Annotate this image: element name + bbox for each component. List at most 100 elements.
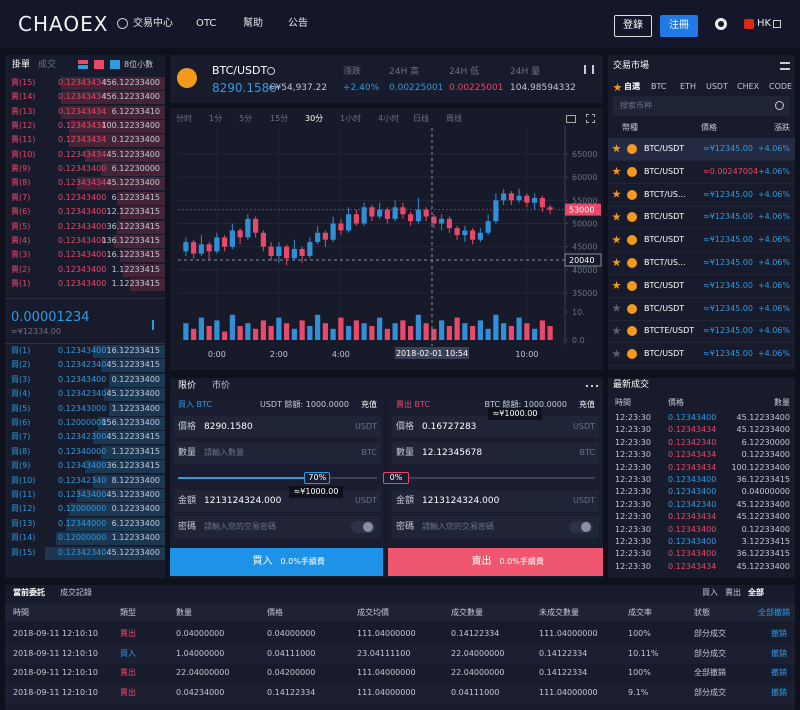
order-cell: 部分成交	[694, 629, 726, 638]
order-cell: 0.04200000	[267, 668, 316, 678]
market-tab[interactable]: CODE	[769, 82, 793, 91]
interval-tab[interactable]: 日线	[413, 114, 429, 123]
nav-item[interactable]: OTC	[196, 18, 217, 29]
market-tab[interactable]: BTC	[651, 82, 667, 91]
market-pair[interactable]: BTC/USDT	[644, 280, 685, 290]
input-field[interactable]	[174, 416, 381, 438]
trade-price: 0.12343434	[668, 450, 717, 460]
input-field[interactable]	[392, 490, 599, 512]
search-box[interactable]	[613, 96, 790, 116]
button-label[interactable]: 賣出	[471, 556, 492, 567]
search-icon	[775, 101, 784, 110]
orders-filter[interactable]: 賣出	[725, 588, 741, 597]
buy-amount: 45.12233400	[106, 490, 160, 499]
orderbook-tab[interactable]: 成交	[38, 60, 57, 70]
decimals-select[interactable]: 8位小數	[124, 60, 154, 69]
input-field[interactable]	[174, 442, 381, 464]
slider-thumb[interactable]: 0%	[383, 472, 409, 484]
input-field[interactable]	[174, 516, 381, 538]
trade-button[interactable]	[388, 548, 603, 576]
field-unit: USDT	[573, 496, 595, 505]
coin-icon	[177, 68, 197, 88]
interval-tab[interactable]: 1分	[209, 114, 223, 123]
market-pair[interactable]: BTCT/US...	[644, 258, 686, 267]
market-pair[interactable]: BTCT/US...	[644, 189, 686, 199]
order-cell: 賣出	[120, 688, 136, 698]
trade-tab[interactable]: 限价	[178, 381, 197, 391]
market-change: +4.06%	[757, 189, 790, 199]
depth-bar	[120, 249, 165, 263]
market-tab[interactable]: 自選	[624, 82, 640, 91]
interval-tab[interactable]: 30分	[305, 114, 324, 123]
sell-label: 賣(13)	[11, 106, 36, 116]
orderbook-tab[interactable]: 掛單	[12, 60, 31, 70]
interval-tab[interactable]: 4小时	[378, 114, 400, 123]
order-cell[interactable]: 撤銷	[771, 688, 787, 698]
market-pair[interactable]: BTC/USDT	[644, 212, 685, 222]
trade-button[interactable]	[170, 548, 383, 576]
nav-item[interactable]: 幫助	[243, 18, 263, 29]
buy-amount: 45.12233400	[106, 389, 160, 399]
login-button[interactable]: 登錄	[614, 15, 652, 37]
sell-label: 賣(3)	[11, 250, 31, 260]
market-tab[interactable]: CHEX	[737, 82, 760, 91]
button-label[interactable]: 買入	[252, 556, 273, 567]
interval-tab[interactable]: 周线	[446, 114, 462, 123]
field-label: 價格	[178, 422, 197, 432]
depth-bar	[93, 345, 165, 358]
cny-tooltip: ≈¥1000.00	[488, 408, 542, 420]
button-fee[interactable]: 0.0%手續費	[499, 557, 544, 566]
trade-tab[interactable]: 市价	[212, 381, 231, 391]
market-tab[interactable]: USDT	[706, 82, 728, 91]
input-field[interactable]	[392, 416, 599, 438]
order-cell: 部分成交	[694, 688, 726, 698]
depth-bar	[65, 517, 165, 531]
market-pair[interactable]: BTC/USDT	[644, 235, 685, 245]
order-cell: 111.04000000	[539, 688, 598, 698]
register-button[interactable]: 注冊	[660, 15, 698, 37]
depth-bar	[77, 489, 165, 502]
star-icon	[612, 280, 621, 289]
ticker-panel	[170, 55, 603, 103]
orders-tab[interactable]: 成交記錄	[60, 588, 92, 597]
input-field[interactable]	[392, 442, 599, 464]
cny-tooltip: ≈¥1000.00	[289, 486, 343, 498]
market-pair[interactable]: BTC/USDT	[644, 303, 685, 313]
buy-label: 買(15)	[11, 547, 36, 557]
market-pair[interactable]: BTC/USDT	[644, 349, 685, 359]
orders-header[interactable]: 全部撤銷	[758, 608, 790, 617]
slider-thumb[interactable]: 70%	[304, 472, 331, 484]
market-pair[interactable]: BTC/USDT	[644, 144, 685, 153]
orders-filter[interactable]: 全部	[748, 588, 764, 597]
nav-item[interactable]: 交易中心	[133, 18, 173, 29]
market-pair[interactable]: BTC/USDT	[644, 166, 685, 176]
orders-tab[interactable]: 當前委託	[13, 588, 45, 597]
trade-price: 0.12343434	[668, 462, 717, 472]
trade-amount: 3.12233415	[741, 537, 790, 546]
interval-tab[interactable]: 1小时	[340, 114, 362, 123]
order-cell[interactable]: 撤銷	[771, 668, 787, 678]
market-pair[interactable]: BTCTE/USDT	[644, 326, 695, 336]
trade-amount: 45.12233400	[736, 413, 790, 422]
buy-price: 0.12343400	[58, 374, 107, 384]
recharge-link[interactable]: 充值	[579, 400, 595, 409]
orders-filter[interactable]: 買入	[702, 588, 718, 597]
recharge-link[interactable]: 充值	[361, 400, 377, 409]
buy-label: 買(8)	[11, 446, 31, 456]
search-placeholder[interactable]: 搜索币种	[620, 101, 652, 110]
sell-amount: 45.12233400	[106, 178, 160, 188]
market-tab[interactable]: ETH	[680, 82, 696, 91]
nav-item[interactable]: 公告	[288, 18, 308, 29]
more-icon	[586, 385, 598, 387]
interval-tab[interactable]: 5分	[239, 114, 253, 123]
language[interactable]: HK	[757, 18, 772, 29]
order-cell[interactable]: 撤銷	[771, 629, 787, 638]
order-cell[interactable]: 撤銷	[771, 648, 787, 658]
interval-tab[interactable]: 15分	[270, 114, 289, 123]
interval-tab[interactable]: 分时	[176, 114, 192, 123]
trade-amount: 0.12233400	[741, 450, 790, 460]
button-fee[interactable]: 0.0%手續費	[280, 557, 325, 566]
trades-header: 時間	[615, 398, 631, 407]
input-field[interactable]	[392, 516, 599, 538]
